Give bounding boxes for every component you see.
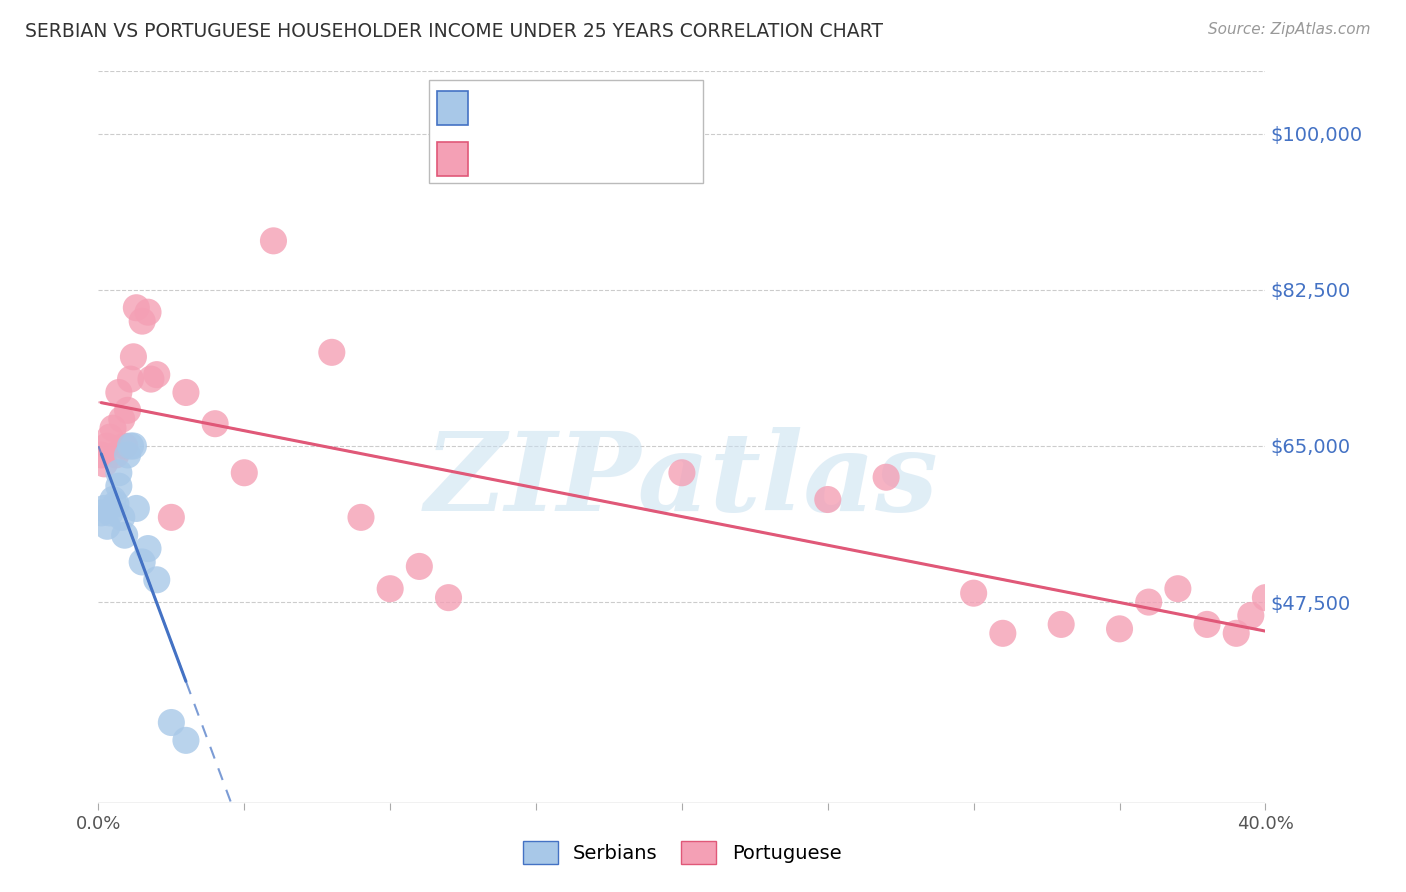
Point	[136, 541, 159, 556]
Point	[380, 582, 402, 596]
Point	[350, 510, 373, 524]
Text: ZIPatlas: ZIPatlas	[425, 427, 939, 534]
Text: -0.236: -0.236	[513, 150, 578, 168]
Point	[98, 430, 121, 444]
Point	[93, 457, 115, 471]
Point	[1254, 591, 1277, 605]
Point	[125, 301, 148, 315]
Point	[437, 591, 460, 605]
Point	[131, 555, 153, 569]
Point	[233, 466, 256, 480]
Point	[875, 470, 897, 484]
Point	[120, 372, 142, 386]
Point	[136, 305, 159, 319]
Point	[1137, 595, 1160, 609]
Point	[131, 314, 153, 328]
Text: 19: 19	[619, 98, 644, 116]
Point	[174, 733, 197, 747]
Point	[96, 439, 118, 453]
Point	[671, 466, 693, 480]
Legend: Serbians, Portuguese: Serbians, Portuguese	[513, 831, 851, 873]
Point	[1195, 617, 1218, 632]
Point	[1225, 626, 1247, 640]
Point	[1240, 608, 1263, 623]
Point	[104, 497, 127, 511]
Point	[117, 403, 139, 417]
Point	[101, 492, 124, 507]
Point	[90, 448, 112, 462]
Text: -0.045: -0.045	[513, 98, 578, 116]
Point	[117, 448, 139, 462]
Point	[160, 510, 183, 524]
Text: SERBIAN VS PORTUGUESE HOUSEHOLDER INCOME UNDER 25 YEARS CORRELATION CHART: SERBIAN VS PORTUGUESE HOUSEHOLDER INCOME…	[25, 22, 883, 41]
Text: R =: R =	[475, 150, 515, 168]
Point	[204, 417, 226, 431]
Point	[122, 439, 145, 453]
Point	[108, 479, 131, 493]
Point	[108, 466, 131, 480]
Point	[146, 573, 169, 587]
Point	[101, 421, 124, 435]
Text: R =: R =	[475, 98, 515, 116]
Point	[120, 439, 142, 453]
Point	[408, 559, 430, 574]
Point	[90, 506, 112, 520]
Point	[98, 506, 121, 520]
Point	[1050, 617, 1073, 632]
Point	[96, 519, 118, 533]
Point	[991, 626, 1014, 640]
Point	[817, 492, 839, 507]
Point	[962, 586, 984, 600]
Point	[111, 510, 134, 524]
Point	[139, 372, 162, 386]
Point	[321, 345, 343, 359]
Point	[1108, 622, 1130, 636]
Point	[160, 715, 183, 730]
Point	[114, 528, 136, 542]
Point	[146, 368, 169, 382]
Point	[122, 350, 145, 364]
Text: Source: ZipAtlas.com: Source: ZipAtlas.com	[1208, 22, 1371, 37]
Point	[108, 385, 131, 400]
Point	[125, 501, 148, 516]
Text: N =: N =	[579, 150, 619, 168]
Point	[114, 439, 136, 453]
Point	[1167, 582, 1189, 596]
Text: 40: 40	[619, 150, 644, 168]
Point	[174, 385, 197, 400]
Point	[104, 448, 127, 462]
Point	[93, 501, 115, 516]
Point	[111, 412, 134, 426]
Text: N =: N =	[579, 98, 619, 116]
Point	[262, 234, 284, 248]
